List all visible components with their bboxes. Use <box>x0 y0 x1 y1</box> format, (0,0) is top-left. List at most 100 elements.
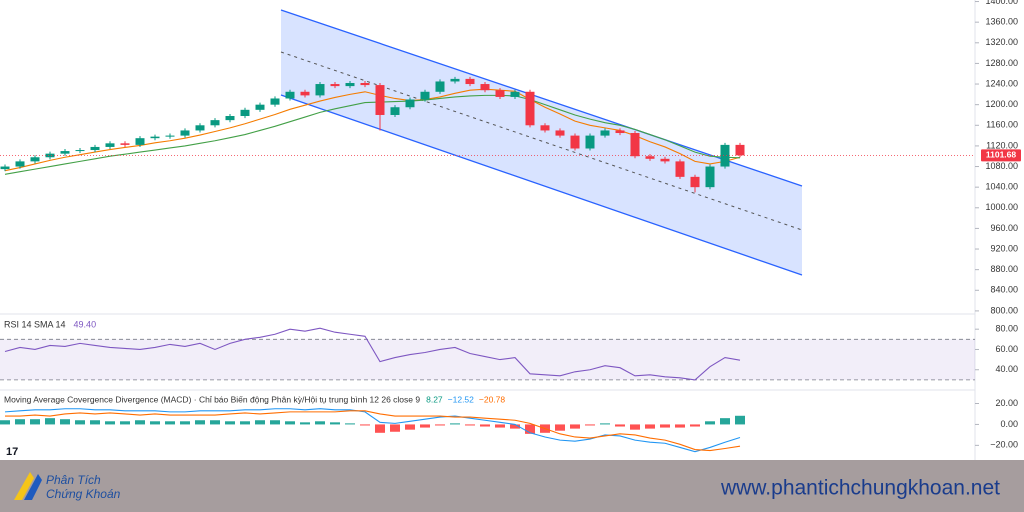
histogram-bar <box>135 420 145 425</box>
candle-body <box>180 130 190 136</box>
y-tick-label: 880.00 <box>990 264 1018 274</box>
rsi-title: RSI 14 SMA 14 <box>4 319 66 329</box>
histogram-bar <box>675 424 685 428</box>
macd-current: −12.52 <box>448 394 475 404</box>
y-tick-label: 1320.00 <box>985 37 1018 47</box>
histogram-bar <box>270 420 280 425</box>
histogram-bar <box>195 420 205 425</box>
y-tick-label: 1360.00 <box>985 17 1018 27</box>
histogram-bar <box>480 424 490 427</box>
histogram-bar <box>390 424 400 432</box>
candle-body <box>675 161 685 177</box>
candle-body <box>300 91 310 96</box>
rsi-line <box>4 327 741 381</box>
histogram-bar <box>495 424 505 428</box>
histogram-bar <box>165 421 175 425</box>
histogram-bar <box>525 424 535 434</box>
histogram-bar <box>0 420 10 425</box>
channel-middle <box>280 51 803 231</box>
y-tick-label: 960.00 <box>990 223 1018 233</box>
histogram-bar <box>705 421 715 425</box>
y-tick-label: 1160.00 <box>986 120 1018 130</box>
candle-body <box>645 156 655 159</box>
moving-average <box>4 94 741 175</box>
histogram-bar <box>60 419 70 425</box>
histogram-bar <box>645 424 655 429</box>
macd-current: −20.78 <box>479 394 506 404</box>
histogram-bar <box>420 424 430 428</box>
histogram-bar <box>15 419 25 425</box>
histogram-bar <box>510 424 520 429</box>
histogram-bar <box>435 424 445 426</box>
candle-body <box>135 138 145 145</box>
candle-body <box>330 84 340 87</box>
candle-body <box>360 83 370 86</box>
candle-body <box>720 144 730 167</box>
candle-body <box>285 91 295 99</box>
y-tick-label: 40.00 <box>995 364 1018 374</box>
y-tick-label: 60.00 <box>995 344 1018 354</box>
histogram-bar <box>210 420 220 425</box>
y-tick-label: 920.00 <box>990 243 1018 253</box>
candle-body <box>540 125 550 131</box>
histogram-bar <box>285 421 295 425</box>
y-tick-label: 1120.00 <box>986 140 1018 150</box>
histogram-bar <box>75 420 85 425</box>
candle-body <box>405 99 415 108</box>
brand-logo <box>14 472 42 500</box>
histogram-bar <box>180 421 190 425</box>
histogram-bar <box>570 424 580 429</box>
candle-body <box>150 136 160 139</box>
histogram-bar <box>300 422 310 425</box>
candle-body <box>510 91 520 97</box>
candle-body <box>525 91 535 126</box>
y-tick-label: −20.00 <box>990 440 1018 450</box>
histogram-bar <box>30 419 40 425</box>
candle-body <box>195 125 205 131</box>
y-tick-label: 1200.00 <box>985 99 1018 109</box>
channel-fill <box>281 10 802 275</box>
y-tick-label: 1000.00 <box>985 202 1018 212</box>
brand-line1: Phân Tích <box>46 473 101 487</box>
y-tick-label: 1240.00 <box>985 78 1018 88</box>
candle-body <box>585 135 595 149</box>
histogram-bar <box>630 424 640 430</box>
candle-body <box>225 116 235 121</box>
histogram-bar <box>345 423 355 425</box>
candle-body <box>435 81 445 92</box>
histogram-bar <box>585 424 595 426</box>
candle-body <box>555 130 565 136</box>
histogram-bar <box>120 421 130 425</box>
candle-body <box>705 166 715 188</box>
y-tick-label: 20.00 <box>995 398 1018 408</box>
y-tick-label: 0.00 <box>1000 419 1018 429</box>
moving-average <box>4 88 741 172</box>
candle-body <box>630 133 640 157</box>
histogram-bar <box>720 418 730 425</box>
svg-text:17: 17 <box>6 446 18 458</box>
candle-body <box>90 146 100 151</box>
histogram-bar <box>150 421 160 425</box>
macd-line <box>4 408 741 453</box>
histogram-bar <box>600 423 610 425</box>
rsi-current: 49.40 <box>74 319 97 329</box>
candle-body <box>465 78 475 85</box>
candle-body <box>270 98 280 105</box>
candle-body <box>120 143 130 145</box>
histogram-bar <box>660 424 670 428</box>
candle-body <box>45 153 55 158</box>
chart-background <box>0 0 1024 460</box>
histogram-bar <box>240 421 250 425</box>
candle-body <box>0 166 10 170</box>
candle-body <box>480 84 490 91</box>
candle-body <box>660 158 670 162</box>
candle-body <box>210 120 220 126</box>
candle-body <box>345 83 355 87</box>
brand-line2: Chứng Khoán <box>46 487 121 501</box>
histogram-bar <box>255 420 265 425</box>
histogram-bar <box>375 424 385 433</box>
candle-body <box>240 109 250 117</box>
y-tick-label: 80.00 <box>995 324 1018 334</box>
candle-body <box>75 150 85 152</box>
